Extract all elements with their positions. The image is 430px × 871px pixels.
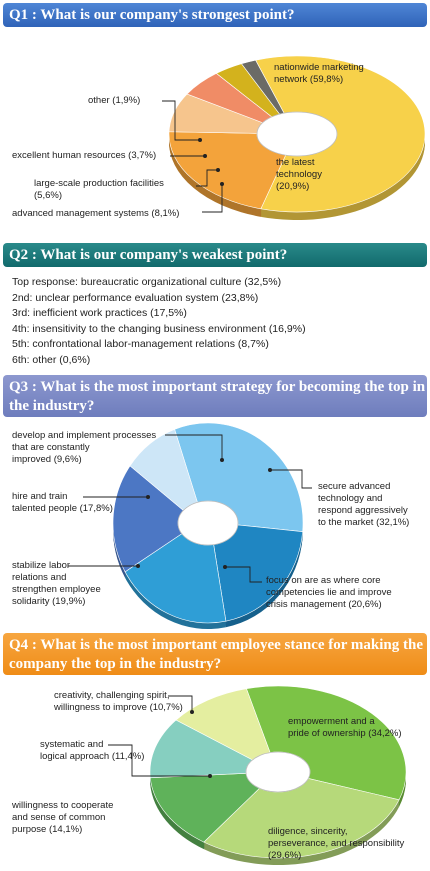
q3-leader-talent-dot [146,495,150,499]
q3-label-talent: hire and train talented people (17,8%) [12,491,113,514]
q1-leader-production [196,169,218,187]
q4-donut [149,685,407,865]
q4-title: Q4 : What is the most important employee… [9,637,423,672]
q1-leader-production-dot [216,168,220,172]
q4-leader-creativity [168,695,193,712]
q4-label-diligence: diligence, sincerity, perseverance, and r… [268,826,405,861]
q4-leader-systematic-dot [208,774,212,778]
q2-title: Q2 : What is our company's weakest point… [9,246,288,263]
q1-label-management: advanced management systems (8,1%) [12,208,180,219]
q1-title: Q1 : What is our company's strongest poi… [9,6,295,23]
q1-donut [168,55,426,220]
q3-leader-technology-dot [268,468,272,472]
q1-leader-management [202,184,223,213]
list-item: 2nd: unclear performance evaluation syst… [12,291,259,304]
q1-leader-human-dot [203,154,207,158]
list-item: 3rd: inefficient work practices (17,5%) [12,307,187,320]
q1-label-production: large-scale production facilities (5,6%) [34,178,164,201]
q1-label-human-resources: excellent human resources (3,7%) [12,150,157,161]
q3-donut-hole [177,500,239,546]
q3-leader-processes [165,434,223,460]
q4-label-empowerment: empowerment and a pride of ownership (34,… [288,716,402,739]
q3-title: Q3 : What is the most important strategy… [9,379,426,414]
q1-leader-other [162,100,200,141]
q4-label-cooperation: willingness to cooperate and sense of com… [12,800,114,835]
list-item: 4th: insensitivity to the changing busin… [12,322,306,335]
q4-leader-creativity-dot [190,710,194,714]
q1-header: Q1 : What is our company's strongest poi… [3,3,427,27]
q1-leader-other-dot [198,138,202,142]
q2-header: Q2 : What is our company's weakest point… [3,243,427,267]
q3-leader-core-dot [223,565,227,569]
list-item: Top response: bureaucratic organizationa… [12,276,282,288]
q3-leader-processes-dot [220,458,224,462]
q4-header: Q4 : What is the most important employee… [3,633,427,675]
q3-header: Q3 : What is the most important strategy… [3,375,427,417]
q3-donut [112,422,304,629]
list-item: 5th: confrontational labor-management re… [12,338,269,351]
q2-response-list: Top response: bureaucratic organizationa… [12,275,306,369]
q3-label-processes: develop and implement processes that are … [12,430,157,465]
q4-label-creativity: creativity, challenging spirit, willingne… [54,690,183,713]
q3-leader-technology [270,469,312,489]
list-item: 6th: other (0,6%) [12,353,91,366]
q4-donut-hole [245,751,311,793]
q3-label-technology: secure advanced technology and respond agg… [318,481,410,528]
q1-label-marketing: nationwide marketing network (59,8%) [274,62,364,85]
q1-label-other: other (1,9%) [88,95,141,106]
q3-label-labor-relations: stabilize labor relations and strengthen e… [12,560,101,607]
q3-leader-core [225,566,262,583]
q4-label-systematic: systematic and logical approach (11,4%) [40,739,145,762]
q1-label-technology: the latest technology (20,9%) [276,157,322,192]
q1-donut-hole [256,111,338,157]
q1-leader-management-dot [220,182,224,186]
q3-label-core-competencies: focus on are as where core competencies l… [266,575,392,610]
q3-leader-labor-dot [136,564,140,568]
q4-leader-systematic [108,744,210,777]
